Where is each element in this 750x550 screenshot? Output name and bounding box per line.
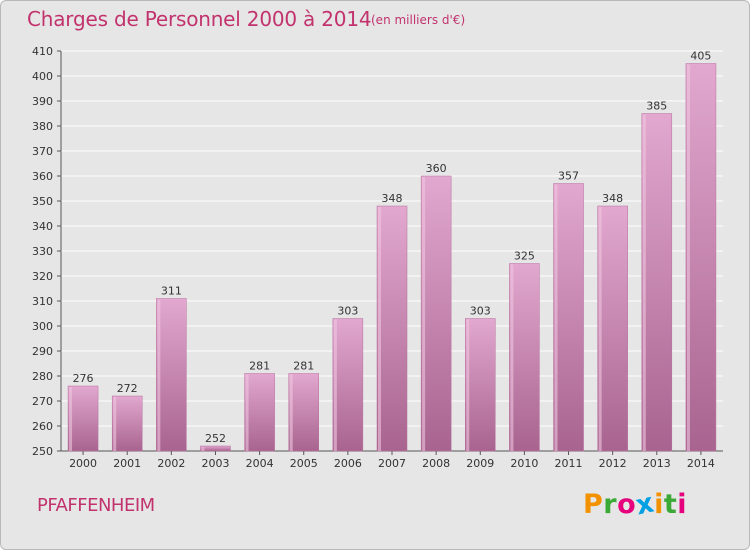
bar-highlight — [201, 447, 205, 451]
bar-highlight — [686, 64, 690, 451]
logo-letter: P — [583, 489, 604, 520]
bar-highlight — [157, 299, 161, 451]
bar — [641, 113, 673, 452]
bar — [685, 63, 717, 452]
y-tick-label: 270 — [32, 395, 53, 408]
y-tick-label: 300 — [32, 320, 53, 333]
bar-highlight — [554, 184, 558, 451]
bar-highlight — [598, 207, 602, 451]
y-tick-label: 390 — [32, 95, 53, 108]
bar-value-label: 385 — [646, 100, 667, 113]
logo-letter: t — [663, 489, 678, 520]
bar — [288, 373, 319, 452]
bar — [111, 395, 143, 452]
bar-value-label: 252 — [205, 432, 226, 445]
x-tick-label: 2006 — [334, 457, 362, 470]
bar-value-label: 405 — [690, 50, 711, 63]
bar-highlight — [466, 319, 470, 451]
commune-name: PFAFFENHEIM — [37, 495, 155, 516]
logo-letter: r — [603, 489, 618, 520]
y-tick-label: 410 — [32, 45, 53, 58]
bar-highlight — [113, 397, 117, 451]
proxiti-logo[interactable]: Proxiti — [583, 487, 688, 521]
bar-highlight — [377, 207, 381, 451]
bar-value-label: 276 — [73, 372, 94, 385]
bar-highlight — [642, 114, 646, 451]
bar — [332, 318, 364, 452]
y-tick-label: 260 — [32, 420, 53, 433]
bar — [200, 445, 231, 452]
y-tick-label: 380 — [32, 120, 53, 133]
bar — [156, 298, 187, 452]
bar — [376, 205, 408, 452]
y-tick-label: 350 — [32, 195, 53, 208]
bar-value-label: 348 — [602, 192, 623, 205]
x-tick-label: 2003 — [201, 457, 229, 470]
bar-value-label: 303 — [337, 305, 358, 318]
bar-value-label: 281 — [249, 360, 270, 373]
data-labels: 276 272 311 252 281 281 303 348 360 303 325 357 348 3… — [73, 50, 712, 446]
x-tick-label: 2010 — [510, 457, 538, 470]
bar-value-label: 303 — [470, 305, 491, 318]
y-tick-label: 290 — [32, 345, 53, 358]
bar — [597, 205, 628, 452]
bars — [67, 63, 717, 452]
x-tick-label: 2000 — [69, 457, 97, 470]
bar-highlight — [69, 387, 73, 451]
y-tick-label: 280 — [32, 370, 53, 383]
bar-value-label: 360 — [426, 162, 447, 175]
x-tick-label: 2001 — [113, 457, 141, 470]
y-tick-label: 370 — [32, 145, 53, 158]
x-tick-label: 2011 — [555, 457, 583, 470]
bar-value-label: 281 — [293, 360, 314, 373]
bar — [420, 175, 452, 452]
bar-highlight — [333, 319, 337, 451]
y-tick-label: 320 — [32, 270, 53, 283]
x-tick-label: 2014 — [687, 457, 715, 470]
bar-highlight — [289, 374, 293, 451]
x-tick-label: 2002 — [157, 457, 185, 470]
x-tick-label: 2004 — [246, 457, 274, 470]
y-tick-label: 330 — [32, 245, 53, 258]
bar-highlight — [422, 177, 426, 451]
x-tick-label: 2008 — [422, 457, 450, 470]
bar-value-label: 311 — [161, 285, 182, 298]
bar — [67, 385, 99, 452]
logo-letter: o — [617, 489, 637, 520]
x-tick-label: 2007 — [378, 457, 406, 470]
bar — [465, 318, 496, 452]
logo-letter: i — [677, 489, 688, 520]
chart-subtitle: (en milliers d'€) — [371, 13, 466, 27]
bar — [509, 263, 540, 452]
bar-value-label: 348 — [382, 192, 403, 205]
bar-highlight — [510, 264, 514, 451]
y-tick-label: 340 — [32, 220, 53, 233]
bar-value-label: 325 — [514, 250, 535, 263]
y-tick-label: 360 — [32, 170, 53, 183]
bar — [553, 183, 584, 452]
y-tick-label: 310 — [32, 295, 53, 308]
bar — [244, 373, 275, 452]
x-tick-label: 2013 — [643, 457, 671, 470]
logo-letter: i — [654, 489, 664, 520]
y-tick-label: 400 — [32, 70, 53, 83]
x-tick-label: 2005 — [290, 457, 318, 470]
bar-highlight — [245, 374, 249, 451]
bar-value-label: 272 — [117, 382, 138, 395]
x-tick-label: 2009 — [466, 457, 494, 470]
bar-value-label: 357 — [558, 170, 579, 183]
y-tick-label: 250 — [32, 445, 53, 458]
x-tick-label: 2012 — [599, 457, 627, 470]
chart-title: Charges de Personnel 2000 à 2014 — [27, 7, 372, 31]
